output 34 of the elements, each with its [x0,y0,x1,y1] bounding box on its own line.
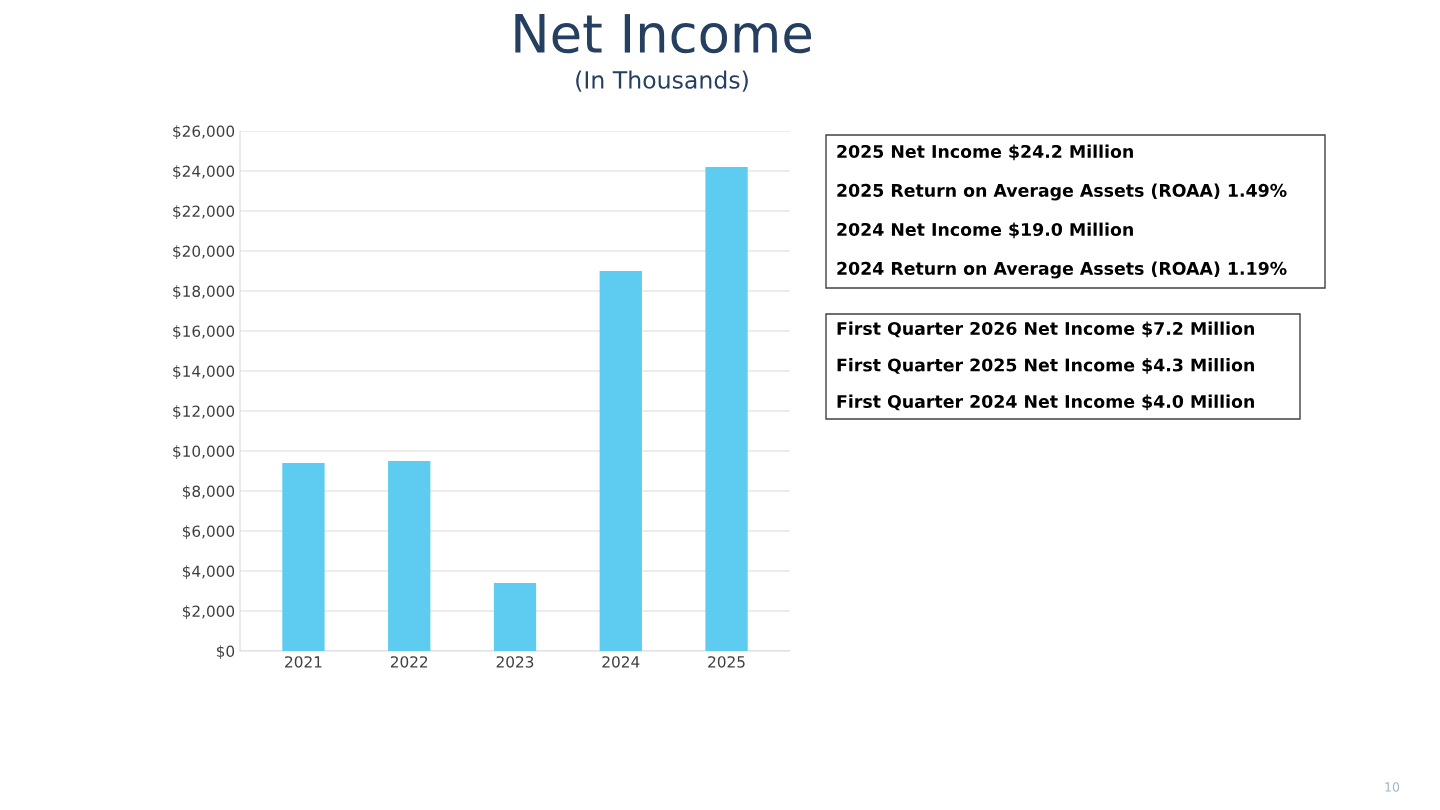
text: 10 [1385,782,1400,792]
y-tick-label: $4,000 [182,565,235,580]
text: First Quarter 2025 Net Income $4.3 Million [837,358,1254,374]
bar [599,271,642,651]
bar [282,463,325,651]
x-tick-label: 2025 [708,656,745,668]
text: First Quarter 2024 Net Income $4.0 Million [837,394,1254,411]
bar [388,461,431,651]
text: 2024 Net Income $19.0 Million [837,222,1133,239]
y-tick-label: $14,000 [173,365,235,380]
x-tick-label: 2023 [496,656,534,668]
text: 2024 Return on Average Assets (ROAA) 1.19% [837,261,1287,279]
text: First Quarter 2026 Net Income $7.2 Million [837,321,1254,338]
bar [705,167,748,651]
y-tick-label: $24,000 [173,165,235,180]
y-tick-label: $12,000 [173,405,235,420]
y-tick-label: $26,000 [173,125,235,140]
y-tick-label: $16,000 [173,325,235,340]
y-tick-label: $8,000 [182,485,235,500]
y-tick-label: $6,000 [182,525,235,540]
chart-subtitle: (In Thousands) [576,70,748,92]
chart-title: Net Income [515,14,811,54]
y-tick-label: $10,000 [173,445,235,460]
y-tick-label: $2,000 [182,605,235,620]
bar [493,583,537,651]
y-tick-label: $18,000 [173,285,235,300]
y-tick-label: $0 [216,645,235,660]
x-tick-label: 2021 [285,656,322,668]
text: 2025 Return on Average Assets (ROAA) 1.49% [837,183,1287,201]
y-tick-label: $22,000 [173,205,235,220]
y-tick-label: $20,000 [173,245,235,260]
x-tick-label: 2022 [390,656,428,668]
text: 2025 Net Income $24.2 Million [837,144,1133,161]
x-tick-label: 2024 [602,656,640,668]
